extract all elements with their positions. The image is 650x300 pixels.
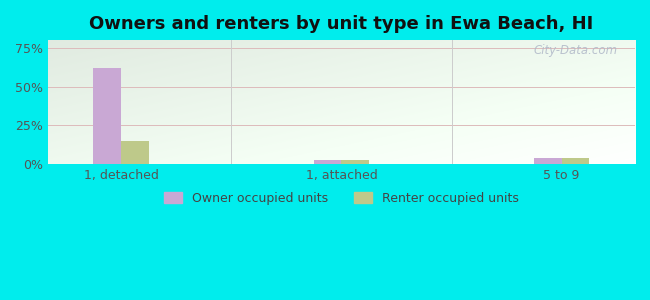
- Bar: [122, 141, 149, 164]
- Bar: [313, 160, 341, 164]
- Bar: [562, 158, 590, 164]
- Title: Owners and renters by unit type in Ewa Beach, HI: Owners and renters by unit type in Ewa B…: [89, 15, 593, 33]
- Bar: [94, 68, 122, 164]
- Text: City-Data.com: City-Data.com: [533, 44, 618, 57]
- Legend: Owner occupied units, Renter occupied units: Owner occupied units, Renter occupied un…: [159, 187, 524, 210]
- Bar: [534, 158, 562, 164]
- Bar: [341, 160, 369, 164]
